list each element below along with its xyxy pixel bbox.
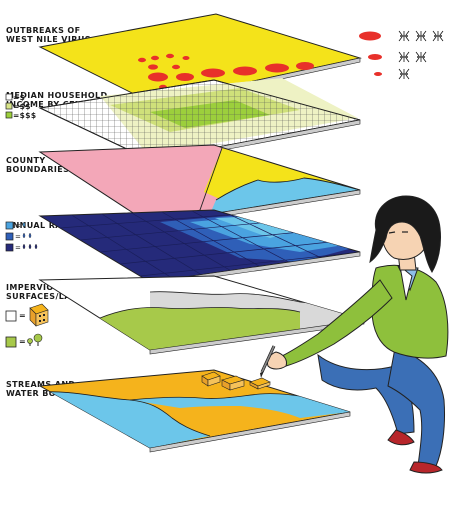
layer-rainfall	[40, 210, 360, 286]
income-swatch-mid	[6, 103, 12, 109]
income-swatch-high	[6, 112, 12, 118]
mosquito-icon	[416, 52, 426, 62]
landcover-swatch	[6, 337, 16, 347]
svg-text:=: =	[15, 222, 21, 230]
mosquito-icon	[399, 69, 409, 79]
raindrop-icon	[23, 244, 25, 249]
layer-streams	[40, 370, 350, 452]
raindrop-icon	[23, 233, 25, 238]
tree-icon	[28, 334, 43, 346]
svg-text:=: =	[15, 244, 21, 252]
mosquito-icon	[399, 31, 409, 41]
rain-swatch-low	[6, 222, 13, 229]
raindrop-icon	[29, 244, 31, 249]
mosquito-icon	[433, 31, 443, 41]
rainfall-legend: = = =	[6, 222, 37, 252]
building-icon	[30, 304, 48, 326]
impervious-swatch	[6, 311, 16, 321]
rain-swatch-high	[6, 244, 13, 251]
svg-text:=: =	[15, 233, 21, 241]
mosquito-legend	[359, 31, 443, 79]
mosquito-icon	[416, 31, 426, 41]
rain-swatch-mid	[6, 233, 13, 240]
raindrop-icon	[29, 233, 31, 238]
mosquito-icon	[399, 52, 409, 62]
impervious-legend	[6, 304, 48, 347]
raindrop-icon	[35, 244, 37, 249]
raindrop-icon	[23, 222, 25, 227]
income-swatch-low	[6, 94, 12, 100]
